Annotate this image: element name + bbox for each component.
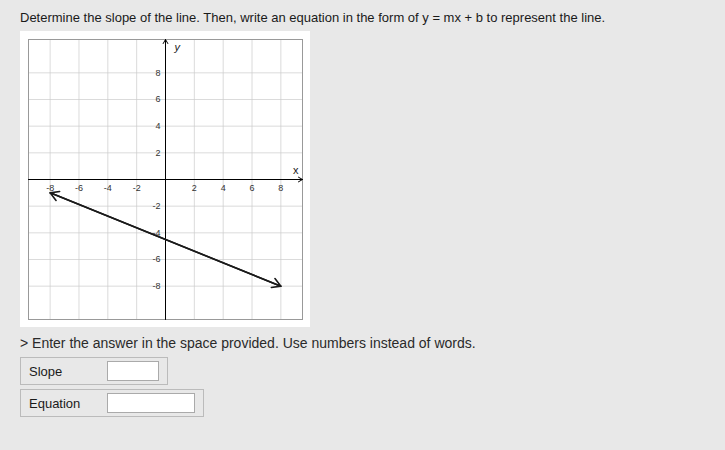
svg-text:-4: -4 — [152, 227, 161, 238]
svg-text:4: 4 — [221, 183, 226, 193]
svg-text:6: 6 — [250, 183, 255, 193]
svg-text:8: 8 — [278, 183, 283, 193]
svg-text:x: x — [293, 164, 299, 176]
html-text:> Enter the answer in the spac: > Enter the answer in the space provided… — [20, 335, 476, 351]
html-text:Equation: Equation — [29, 395, 81, 411]
svg-text:-6: -6 — [152, 254, 160, 264]
svg-text:2: 2 — [155, 148, 160, 158]
svg-text:-4: -4 — [104, 183, 112, 193]
svg-text:8: 8 — [155, 68, 160, 78]
svg-text:y: y — [174, 41, 182, 53]
svg-text:-8: -8 — [46, 183, 55, 194]
html-text:Determine the slope of the lin: Determine the slope of the line. Then, w… — [20, 10, 606, 25]
html-text:Slope: Slope — [29, 363, 63, 379]
svg-text:2: 2 — [192, 183, 197, 193]
svg-text:-2: -2 — [152, 201, 160, 211]
svg-text:-6: -6 — [75, 183, 83, 193]
svg-text:-2: -2 — [133, 183, 141, 193]
svg-text:4: 4 — [155, 121, 160, 131]
svg-text:6: 6 — [155, 94, 160, 104]
svg-text:-8: -8 — [152, 281, 160, 291]
